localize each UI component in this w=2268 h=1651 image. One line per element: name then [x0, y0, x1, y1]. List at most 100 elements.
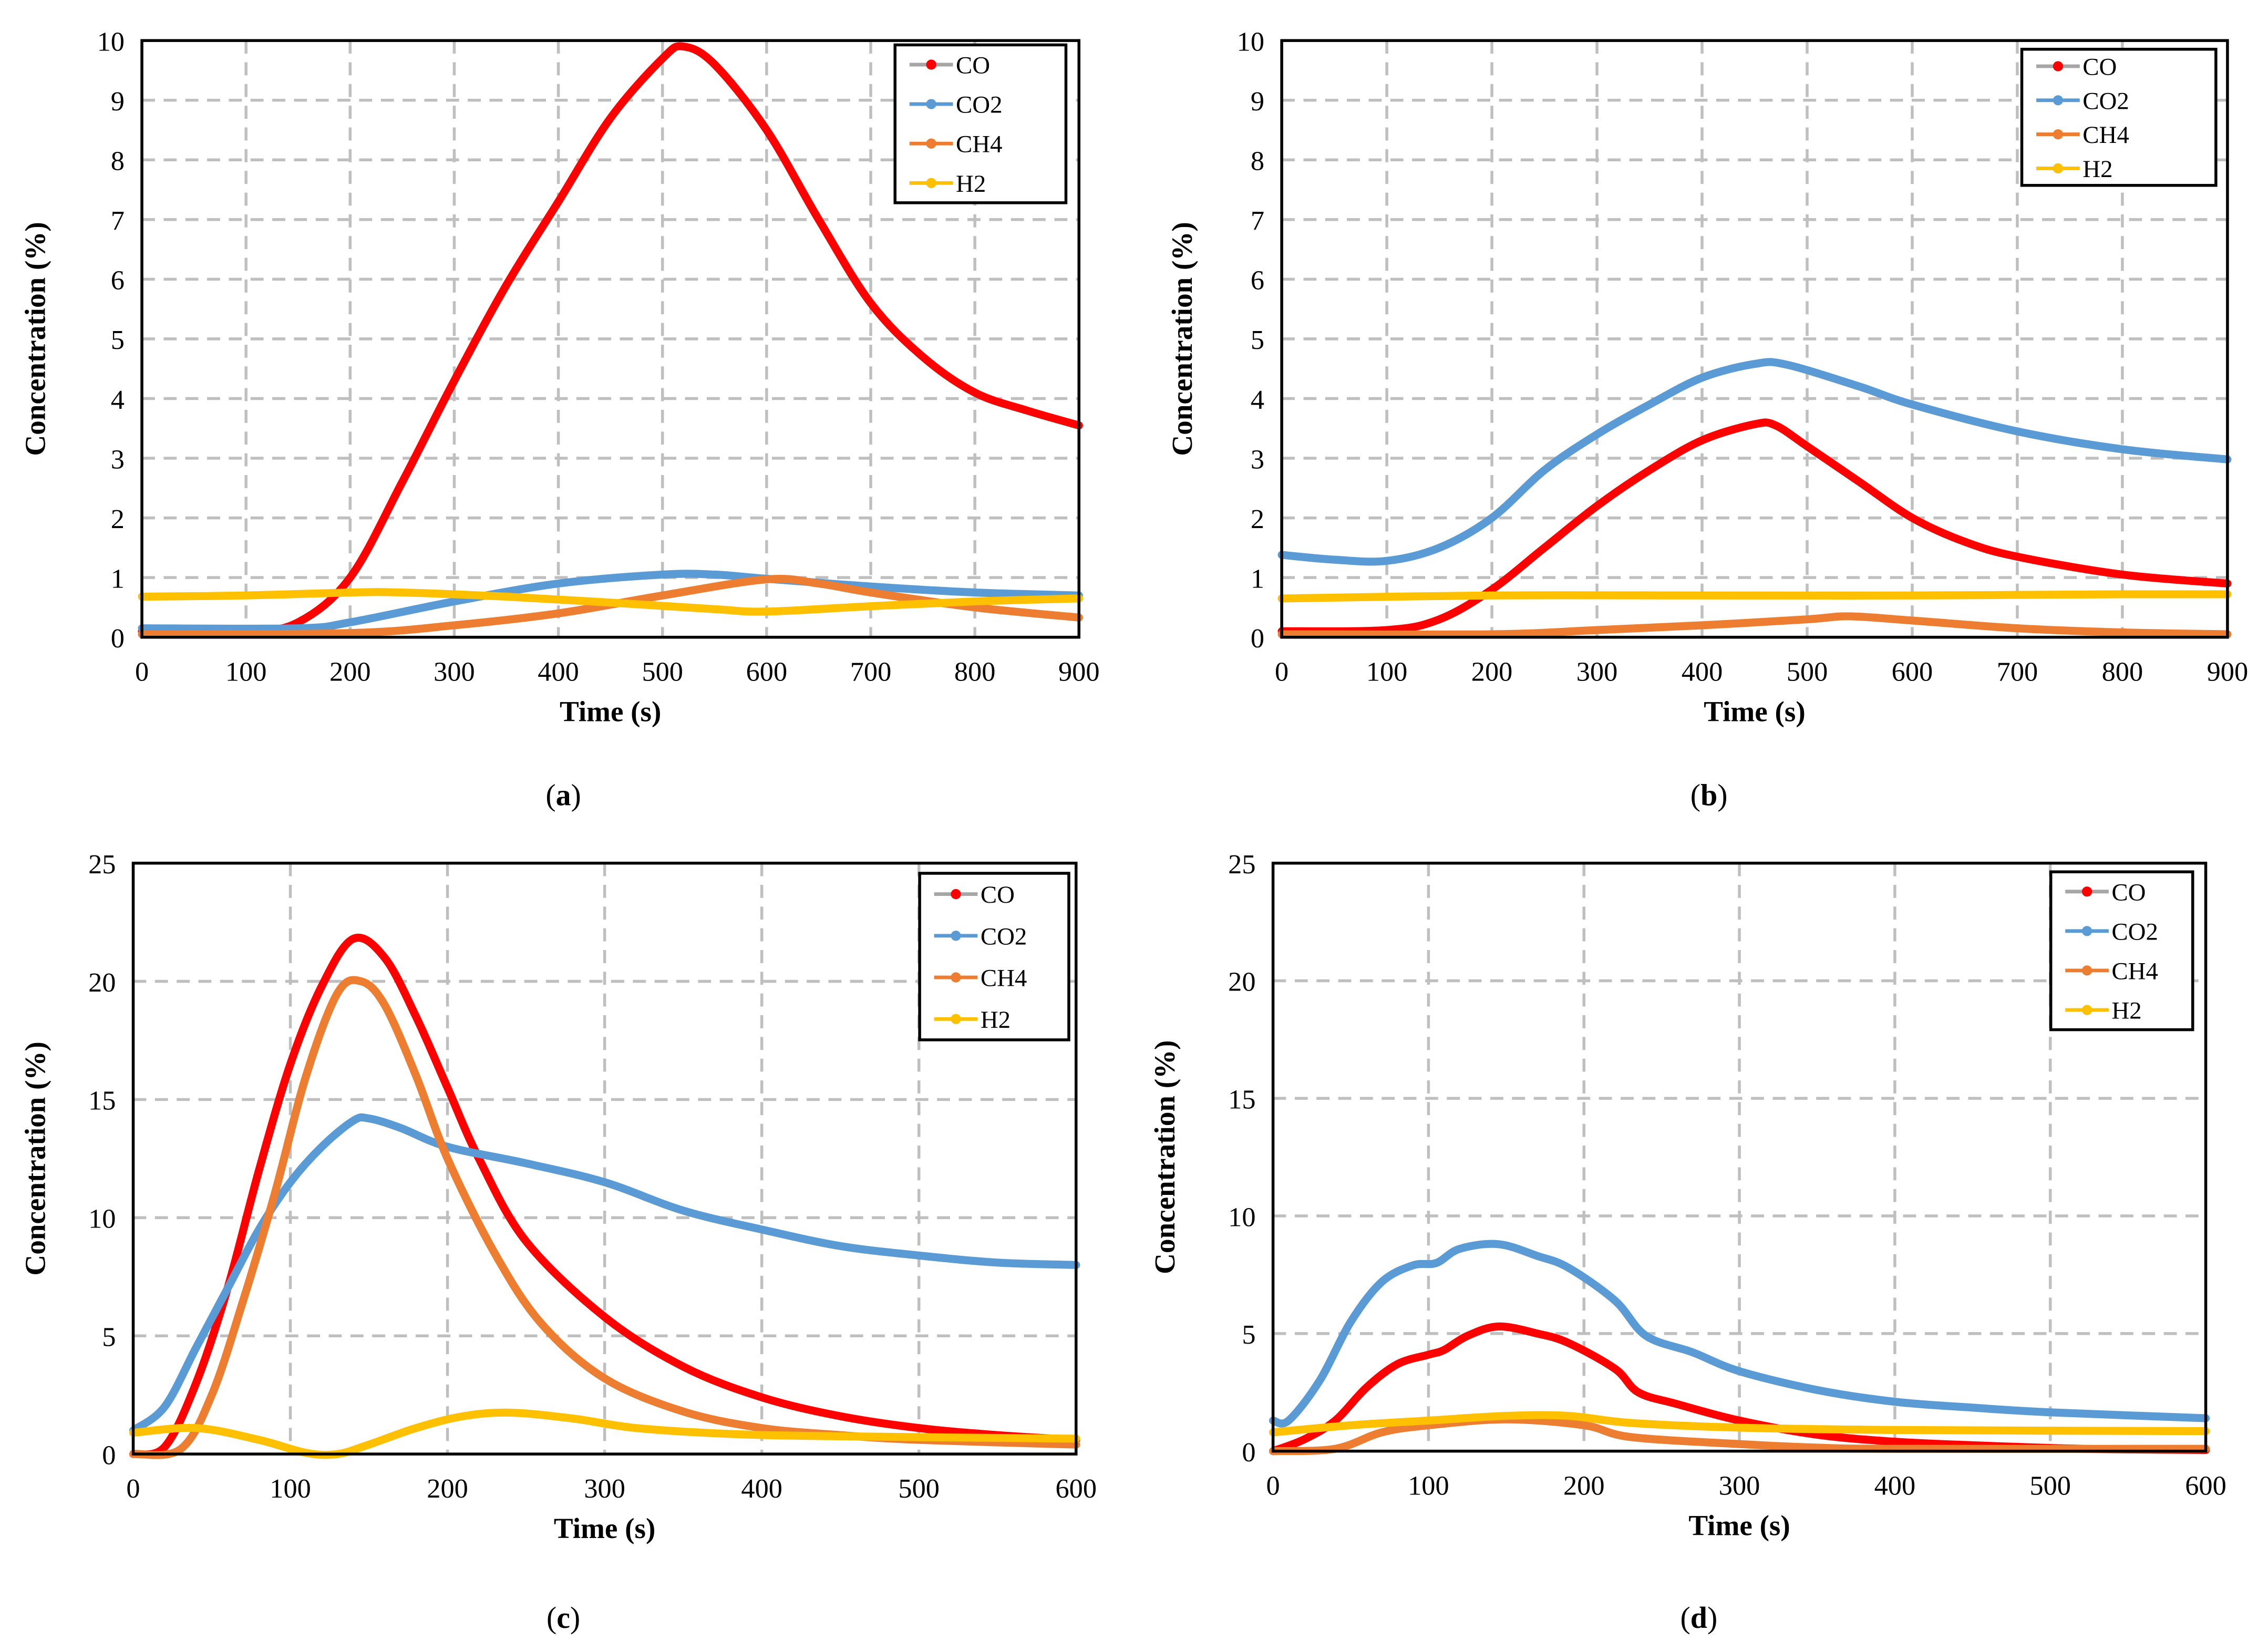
series-line-ch4: [129, 976, 1080, 1459]
y-tick-label: 0: [1242, 1437, 1255, 1468]
legend-label-co: CO: [981, 881, 1015, 909]
y-tick-label: 5: [1251, 325, 1264, 355]
plot-area-frame: [140, 39, 1081, 639]
y-tick-label: 6: [1251, 265, 1264, 296]
x-tick-label: 400: [1682, 656, 1723, 687]
plot-area-frame: [1280, 39, 2229, 639]
y-tick-label: 8: [111, 146, 125, 177]
legend-box: [2020, 47, 2218, 187]
x-tick-label: 900: [2207, 656, 2249, 687]
y-tick-label: 5: [102, 1322, 116, 1353]
legend-label-h2: H2: [956, 170, 986, 198]
series-line-co2: [1277, 358, 2232, 566]
legend: CO CO2 CH4 H2: [2020, 47, 2218, 187]
x-tick-label: 700: [850, 656, 892, 687]
y-tick-label: 2: [111, 504, 125, 534]
y-tick-label: 25: [88, 849, 116, 880]
caption-paren: (: [1681, 1601, 1690, 1635]
legend-box: [918, 872, 1070, 1041]
x-tick-label: 0: [135, 656, 149, 687]
x-tick-label: 300: [584, 1473, 625, 1504]
y-tick-label: 8: [1251, 146, 1264, 177]
x-tick-label: 400: [538, 656, 579, 687]
legend-marker-co2: [951, 931, 961, 941]
y-axis-title: Concentration (%): [19, 222, 51, 456]
legend-label-co2: CO2: [2083, 87, 2129, 115]
legend-label-ch4: CH4: [2111, 957, 2158, 985]
legend-marker-co2: [2053, 95, 2064, 106]
caption-letter: a: [556, 778, 571, 812]
x-tick-label: 500: [1787, 656, 1828, 687]
panel-caption: (c): [547, 1601, 580, 1635]
x-tick-label: 100: [1408, 1470, 1449, 1501]
legend-label-h2: H2: [2111, 997, 2141, 1025]
y-tick-label: 1: [1251, 563, 1264, 594]
chart-panel-c: 0 100 200 300 400 500 600 0 5 10 15 20 25 Time (s) Con…: [19, 849, 1097, 1635]
y-tick-label: 10: [1237, 26, 1264, 57]
y-tick-label: 0: [1251, 623, 1264, 654]
legend-marker-co: [951, 889, 961, 900]
caption-letter: c: [556, 1601, 570, 1635]
series-line-co: [138, 42, 1083, 636]
legend-marker-h2: [2053, 163, 2064, 174]
x-tick-label: 600: [1055, 1473, 1097, 1504]
legend-marker-ch4: [2081, 965, 2092, 976]
caption-letter: d: [1690, 1601, 1707, 1635]
y-tick-label: 25: [1228, 849, 1255, 880]
legend: CO CO2 CH4 H2: [893, 43, 1068, 204]
series-line-h2: [129, 1408, 1080, 1459]
y-tick-label: 6: [111, 265, 125, 296]
y-tick-label: 10: [88, 1204, 116, 1234]
y-axis-title: Concentration (%): [1149, 1040, 1181, 1274]
y-tick-label: 4: [1251, 385, 1264, 415]
x-tick-label: 100: [225, 656, 267, 687]
legend-marker-h2: [926, 178, 936, 188]
y-tick-label: 0: [111, 623, 125, 654]
y-tick-label: 20: [1228, 967, 1255, 997]
x-tick-label: 800: [2102, 656, 2143, 687]
legend-label-co: CO: [2111, 879, 2146, 906]
caption-paren: (: [545, 778, 555, 812]
x-axis-title: Time (s): [1688, 1510, 1790, 1542]
legend-box: [2049, 870, 2194, 1031]
caption-paren: ): [1707, 1601, 1717, 1635]
legend-label-co2: CO2: [956, 91, 1003, 119]
series-line-h2: [138, 588, 1083, 616]
series-line-co2: [1269, 1240, 2210, 1428]
y-tick-label: 9: [111, 86, 125, 117]
x-tick-label: 300: [1576, 656, 1618, 687]
x-tick-label: 0: [1275, 656, 1288, 687]
legend-label-ch4: CH4: [2083, 121, 2129, 149]
x-tick-label: 200: [1471, 656, 1513, 687]
y-tick-label: 15: [88, 1086, 116, 1116]
legend-marker-co2: [2081, 926, 2092, 936]
x-tick-label: 500: [2029, 1470, 2071, 1501]
x-tick-label: 600: [2185, 1470, 2226, 1501]
y-tick-label: 20: [88, 967, 116, 998]
x-tick-label: 400: [741, 1473, 782, 1504]
y-tick-label: 15: [1228, 1085, 1255, 1115]
x-tick-label: 200: [329, 656, 371, 687]
series-line-co2: [138, 570, 1083, 633]
x-tick-label: 0: [1266, 1470, 1280, 1501]
legend-marker-h2: [2081, 1005, 2092, 1015]
chart-panel-b: 0 100 200 300 400 500 600 700 800 900 0 1 2 3 4 5 6 7 8 9 10…: [1166, 26, 2248, 812]
legend-label-ch4: CH4: [956, 131, 1003, 158]
series-line-h2: [1269, 1411, 2210, 1437]
series-line-co: [1277, 418, 2232, 636]
x-tick-label: 400: [1874, 1470, 1916, 1501]
panel-caption: (b): [1690, 778, 1728, 812]
y-tick-label: 10: [97, 26, 125, 57]
series-line-ch4: [1269, 1415, 2210, 1456]
series-line-h2: [1277, 590, 2232, 603]
legend-marker-ch4: [926, 138, 936, 149]
legend-label-co2: CO2: [2111, 918, 2158, 945]
y-tick-label: 5: [1242, 1319, 1255, 1350]
y-axis-title: Concentration (%): [19, 1041, 51, 1275]
y-tick-label: 5: [111, 325, 125, 355]
y-tick-label: 1: [111, 563, 125, 594]
legend: CO CO2 CH4 H2: [2049, 870, 2194, 1031]
y-tick-label: 7: [111, 205, 125, 236]
y-tick-label: 10: [1228, 1202, 1255, 1232]
